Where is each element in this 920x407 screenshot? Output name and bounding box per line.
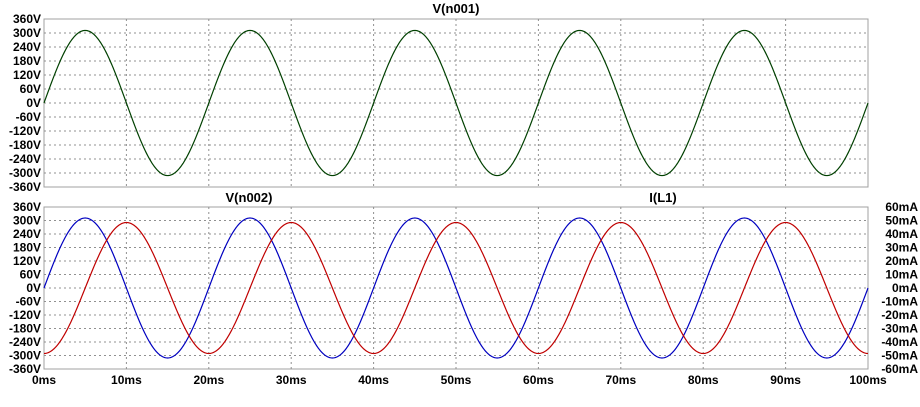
y-tick-label-left: -360V <box>9 180 41 194</box>
trace-i-l1 <box>43 221 869 355</box>
y-tick-label-left: 300V <box>13 26 41 40</box>
y-tick-label-left: -300V <box>9 349 41 363</box>
y-tick-label-left: -180V <box>9 322 41 336</box>
y-tick-label-right: -30mA <box>881 322 918 336</box>
y-tick-label-left: 240V <box>13 40 41 54</box>
y-tick-label-right: -60mA <box>881 362 918 376</box>
y-tick-label-right: 50mA <box>885 214 918 228</box>
x-tick-label: 10ms <box>111 373 142 387</box>
y-tick-label-right: -20mA <box>881 308 918 322</box>
y-tick-label-left: -360V <box>9 362 41 376</box>
y-tick-label-left: 60V <box>20 82 41 96</box>
y-tick-label-left: -240V <box>9 152 41 166</box>
y-tick-label-right: 10mA <box>885 268 918 282</box>
y-tick-label-left: 120V <box>13 68 41 82</box>
y-tick-label-left: -60V <box>16 295 41 309</box>
x-tick-label: 50ms <box>441 373 472 387</box>
y-tick-label-right: -10mA <box>881 295 918 309</box>
y-tick-label-left: -60V <box>16 110 41 124</box>
x-tick-label: 0ms <box>32 373 56 387</box>
x-tick-label: 30ms <box>276 373 307 387</box>
y-tick-label-right: 40mA <box>885 227 918 241</box>
y-tick-label-left: -300V <box>9 166 41 180</box>
y-tick-label-right: 20mA <box>885 254 918 268</box>
x-tick-label: 100ms <box>849 373 887 387</box>
y-tick-label-left: 180V <box>13 54 41 68</box>
y-tick-label-left: 0V <box>26 96 41 110</box>
y-tick-label-right: 30mA <box>885 241 918 255</box>
x-tick-label: 20ms <box>193 373 224 387</box>
trace-v-n002 <box>43 217 869 359</box>
y-tick-label-right: -40mA <box>881 335 918 349</box>
trace-title: I(L1) <box>649 190 676 205</box>
x-tick-label: 60ms <box>523 373 554 387</box>
x-tick-label: 80ms <box>688 373 719 387</box>
y-tick-label-right: 60mA <box>885 200 918 214</box>
y-tick-label-left: 0V <box>26 281 41 295</box>
x-tick-label: 70ms <box>605 373 636 387</box>
trace-title: V(n002) <box>226 190 273 205</box>
x-tick-label: 40ms <box>358 373 389 387</box>
y-tick-label-left: 120V <box>13 254 41 268</box>
y-tick-label-left: -180V <box>9 138 41 152</box>
trace-title: V(n001) <box>433 1 480 16</box>
y-tick-label-right: -50mA <box>881 349 918 363</box>
y-tick-label-left: -120V <box>9 124 41 138</box>
y-tick-label-right: 0mA <box>892 281 918 295</box>
y-tick-label-left: 360V <box>13 12 41 26</box>
y-tick-label-left: 60V <box>20 268 41 282</box>
x-tick-label: 90ms <box>770 373 801 387</box>
y-tick-label-left: -120V <box>9 308 41 322</box>
y-tick-label-left: 300V <box>13 214 41 228</box>
trace-v-n001 <box>43 29 869 177</box>
y-tick-label-left: -240V <box>9 335 41 349</box>
y-tick-label-left: 360V <box>13 200 41 214</box>
y-tick-label-left: 240V <box>13 227 41 241</box>
y-tick-label-left: 180V <box>13 241 41 255</box>
